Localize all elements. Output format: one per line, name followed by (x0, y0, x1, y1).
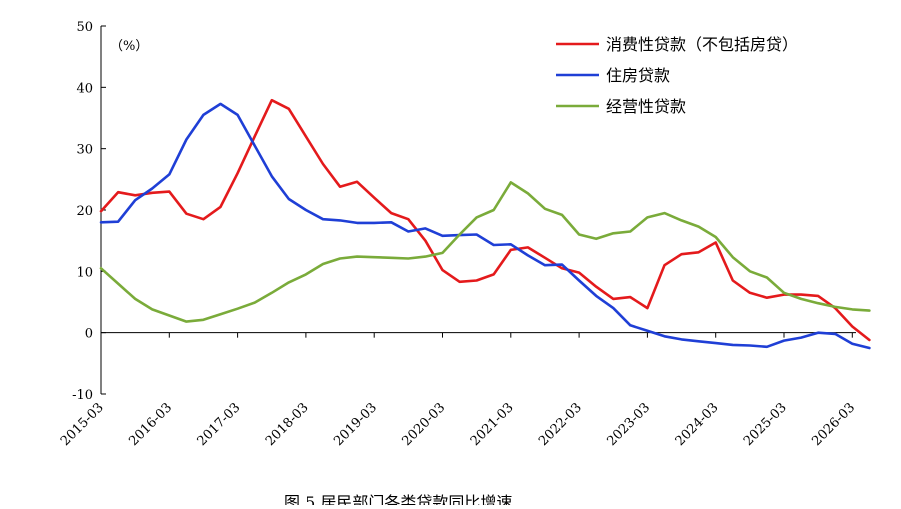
legend-label-2: 经营性贷款 (606, 97, 686, 116)
series-line-0 (99, 98, 871, 342)
unit-label: （%） (110, 39, 148, 54)
legend-label-0: 消费性贷款（不包括房贷） (606, 35, 798, 54)
x-tick-label: 2019-03 (331, 400, 380, 449)
y-tick-label: 40 (76, 81, 93, 96)
series-lines (99, 98, 871, 350)
x-tick-label: 2024-03 (673, 400, 722, 449)
legend-label-1: 住房贷款 (606, 66, 670, 85)
series-line-1 (99, 102, 871, 350)
x-tick-label: 2023-03 (604, 400, 653, 449)
x-tick-label: 2018-03 (263, 400, 312, 449)
x-tick-label: 2015-03 (58, 400, 107, 449)
y-tick-label: 0 (85, 327, 93, 342)
y-tick-label: 50 (76, 20, 93, 35)
x-tick-label: 2026-03 (809, 400, 858, 449)
x-tick-label: 2020-03 (400, 400, 449, 449)
x-tick-label: 2016-03 (126, 400, 175, 449)
y-tick-label: 10 (76, 265, 93, 280)
x-tick-label: 2025-03 (741, 400, 790, 449)
x-tick-label: 2017-03 (195, 400, 244, 449)
series-line-2 (99, 181, 871, 323)
y-tick-label: 30 (76, 143, 93, 158)
y-tick-label: 20 (76, 204, 93, 219)
figure-caption: 图 5 居民部门各类贷款同比增速 (284, 493, 512, 505)
x-tick-label: 2022-03 (536, 400, 585, 449)
x-axis-ticks: 2015-03 2016-03 2017-03 2018-03 2019-03 2020-… (58, 332, 858, 449)
y-axis-ticks: 50 40 30 20 10 0 -10 (72, 20, 106, 403)
x-tick-label: 2021-03 (468, 400, 517, 449)
y-tick-label: -10 (72, 388, 93, 403)
